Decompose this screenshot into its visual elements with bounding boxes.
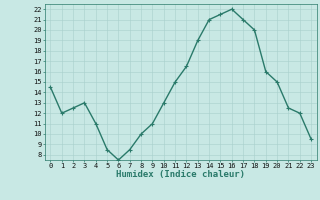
X-axis label: Humidex (Indice chaleur): Humidex (Indice chaleur) [116, 170, 245, 179]
